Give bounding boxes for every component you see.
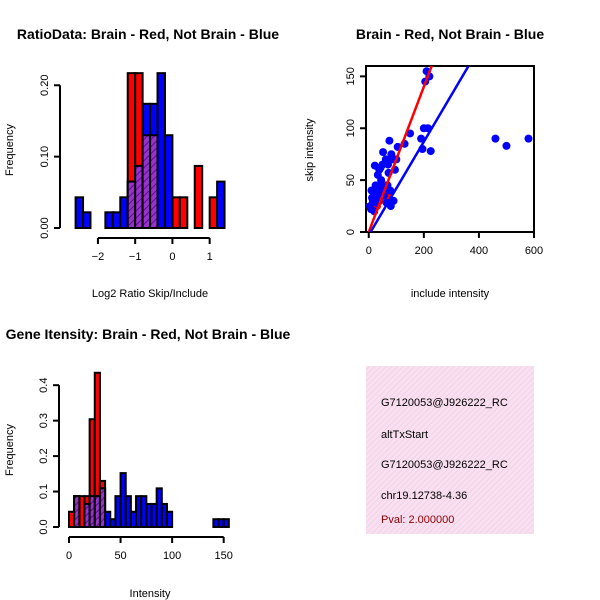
info-line-3: G7120053@J926222_RC — [381, 459, 508, 471]
ratio-hist-bar-brain-4 — [171, 196, 181, 229]
ratio-hist-y-tick-label: 0.10 — [39, 146, 51, 167]
ratio-hist-bar-notbrain-0 — [74, 196, 85, 229]
intensity-hist-y-tick-label: 0.4 — [38, 378, 50, 393]
intensity-hist-x-tick-label: 100 — [163, 550, 181, 562]
ratio-hist-y-tick-label: 0.20 — [39, 75, 51, 96]
scatter-fit-line-notbrain — [369, 66, 470, 232]
ratio-histogram-ylabel: Frequency — [4, 124, 16, 176]
intensity-hist-y-tick-label: 0.2 — [38, 448, 50, 463]
intensity-histogram-bars — [68, 371, 230, 529]
scatter-points — [366, 67, 533, 216]
ratio-hist-bar-overlap-2 — [141, 134, 152, 230]
intensity-hist-bar-notbrain-20 — [222, 518, 230, 529]
intensity-scatter: Brain - Red, Not Brain - Blue 0 200 400 600… — [304, 26, 544, 300]
info-panel: G7120053@J926222_RC altTxStart G7120053@… — [366, 366, 534, 534]
info-line-1: G7120053@J926222_RC — [381, 397, 508, 409]
ratio-histogram-title: RatioData: Brain - Red, Not Brain - Blue — [17, 26, 279, 42]
intensity-histogram-title: Gene Itensity: Brain - Red, Not Brain - … — [6, 326, 291, 342]
scatter-y-tick-label: 50 — [345, 174, 357, 186]
intensity-hist-x-tick-label: 150 — [215, 550, 233, 562]
intensity-hist-y-tick-label: 0.1 — [38, 484, 50, 499]
intensity-histogram-axes: 0 50 100 150 0.0 0.1 0.2 0.3 0.4 — [38, 378, 233, 562]
scatter-point-notbrain-48 — [491, 134, 500, 143]
scatter-point-notbrain-47 — [426, 147, 435, 156]
info-line-4: chr19.12738-4.36 — [381, 490, 467, 502]
ratio-hist-bar-brain-6 — [193, 164, 204, 229]
scatter-y-tick-label: 0 — [345, 229, 357, 235]
scatter-y-tick-label: 100 — [345, 119, 357, 137]
ratio-hist-bar-overlap-1 — [134, 164, 144, 229]
scatter-fit-lines — [367, 66, 470, 232]
ratio-hist-bar-notbrain-2 — [104, 211, 114, 230]
scatter-axes: 0 200 400 600 0 50 100 150 — [345, 67, 543, 257]
scatter-x-tick-label: 0 — [366, 245, 372, 257]
scatter-point-notbrain-28 — [385, 136, 394, 145]
ratio-histogram: RatioData: Brain - Red, Not Brain - Blue… — [4, 26, 279, 300]
intensity-hist-bar-overlap-4 — [98, 487, 107, 529]
intensity-hist-x-tick-label: 0 — [66, 550, 72, 562]
ratio-hist-bar-notbrain-3 — [111, 211, 122, 230]
ratio-hist-x-tick-label: −2 — [92, 251, 105, 263]
ratio-hist-x-tick-label: −1 — [129, 251, 142, 263]
scatter-x-tick-label: 600 — [525, 245, 543, 257]
intensity-hist-y-tick-label: 0.0 — [38, 519, 50, 534]
info-panel-clip: G7120053@J926222_RC altTxStart G7120053@… — [381, 397, 508, 526]
ratio-hist-bar-notbrain-1 — [82, 211, 92, 230]
ratio-histogram-axes: −2 −1 0 1 0.00 0.10 0.20 — [39, 75, 213, 263]
scatter-xlabel: include intensity — [411, 288, 490, 300]
ratio-histogram-bars — [74, 72, 226, 230]
intensity-hist-y-tick-label: 0.3 — [38, 413, 50, 428]
scatter-point-notbrain-50 — [524, 134, 533, 143]
scatter-x-tick-label: 400 — [470, 245, 488, 257]
info-line-2: altTxStart — [381, 429, 428, 441]
scatter-point-notbrain-49 — [502, 141, 511, 150]
ratio-hist-x-tick-label: 1 — [207, 251, 213, 263]
ratio-hist-bar-notbrain-11 — [216, 180, 226, 229]
ratio-hist-x-tick-label: 0 — [169, 251, 175, 263]
intensity-hist-bar-notbrain-17 — [165, 510, 174, 529]
ratio-hist-bar-notbrain-10 — [163, 134, 174, 230]
scatter-ylabel: skip intensity — [304, 118, 316, 181]
scatter-y-tick-label: 150 — [345, 67, 357, 85]
info-panel-background — [366, 366, 534, 534]
ratio-hist-bar-notbrain-4 — [119, 196, 129, 229]
ratio-hist-bar-overlap-0 — [126, 180, 137, 229]
ratio-hist-y-tick-label: 0.00 — [39, 217, 51, 238]
intensity-histogram-xlabel: Intensity — [130, 588, 171, 600]
intensity-histogram: Gene Itensity: Brain - Red, Not Brain - … — [4, 326, 291, 600]
ratio-hist-bar-brain-7 — [208, 196, 219, 229]
scatter-point-notbrain-19 — [379, 148, 388, 157]
scatter-point-notbrain-29 — [386, 186, 395, 195]
scatter-title: Brain - Red, Not Brain - Blue — [356, 26, 544, 42]
ratio-hist-bar-notbrain-9 — [156, 72, 166, 229]
scatter-plot-frame — [365, 65, 535, 233]
ratio-histogram-xlabel: Log2 Ratio Skip/Include — [92, 288, 208, 300]
ratio-hist-bar-overlap-3 — [149, 134, 159, 230]
info-pval: Pval: 2.000000 — [381, 514, 454, 526]
intensity-hist-x-tick-label: 50 — [114, 550, 126, 562]
intensity-hist-bar-overlap-0 — [73, 495, 81, 528]
ratio-hist-bar-brain-5 — [178, 196, 189, 229]
scatter-fit-line-brain — [367, 66, 434, 232]
scatter-x-tick-label: 200 — [415, 245, 433, 257]
intensity-histogram-ylabel: Frequency — [4, 424, 16, 476]
